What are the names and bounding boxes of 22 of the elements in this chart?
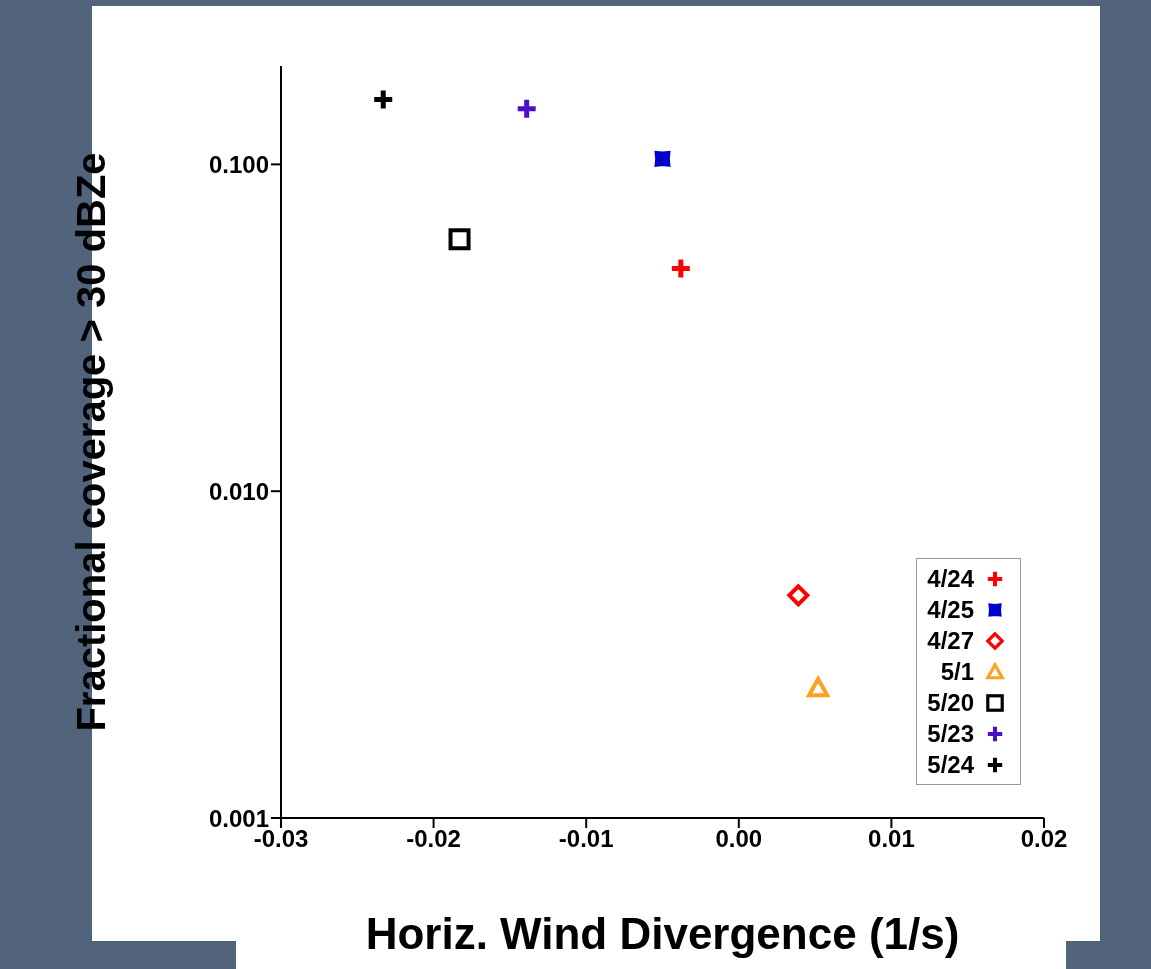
- y-tick-label: 0.100: [208, 150, 269, 178]
- x-axis-title: Horiz. Wind Divergence (1/s): [365, 909, 960, 958]
- x-tick-label: 0.02: [1020, 825, 1068, 853]
- x-tick-label: 0.00: [715, 825, 763, 853]
- legend-label: 5/20: [927, 688, 974, 717]
- x-tick-label: 0.01: [868, 825, 915, 853]
- point: [448, 228, 471, 251]
- legend-label: 4/25: [927, 595, 974, 624]
- legend-label: 4/27: [927, 626, 974, 655]
- legend-label: 5/23: [927, 719, 974, 748]
- point: [669, 257, 693, 281]
- x-tick-label: -0.01: [558, 825, 614, 853]
- point: [787, 584, 810, 607]
- legend-label: 5/1: [940, 657, 974, 686]
- y-tick-label: 0.010: [208, 477, 269, 505]
- legend-label: 5/24: [927, 750, 974, 779]
- legend-label: 4/24: [927, 564, 974, 593]
- point: [805, 674, 831, 698]
- x-tick-label: -0.02: [406, 825, 461, 853]
- point: [515, 97, 539, 121]
- y-axis-title: Fractional coverage > 30 dBZe: [69, 152, 114, 732]
- point: [654, 150, 671, 167]
